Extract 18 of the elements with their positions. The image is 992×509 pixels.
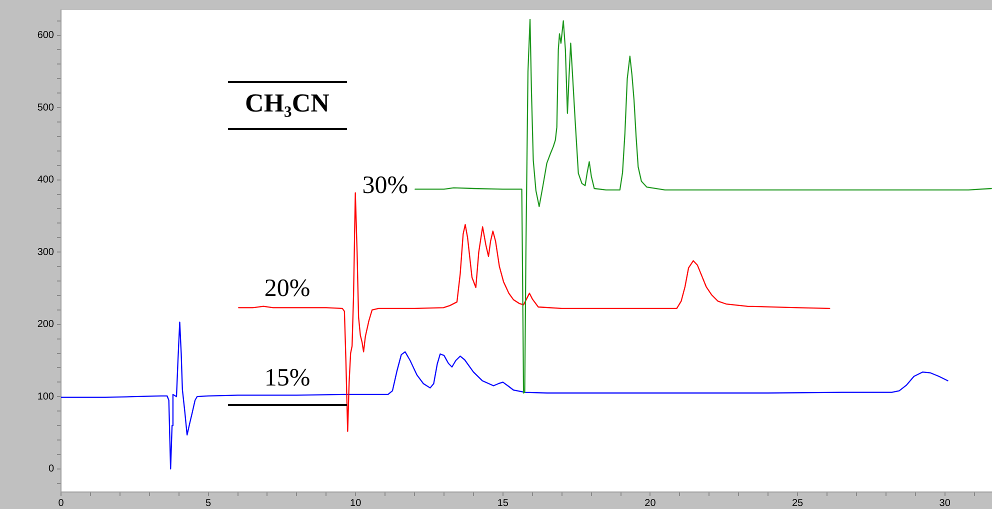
y-tick-label: 400 <box>37 174 54 186</box>
x-tick-label: 30 <box>939 498 951 509</box>
x-tick-label: 5 <box>206 498 212 509</box>
y-tick-label: 500 <box>37 102 54 114</box>
series-label: 20% <box>264 274 310 302</box>
x-tick-label: 15 <box>497 498 509 509</box>
y-tick-label: 300 <box>37 246 54 258</box>
legend-title: CH₃CN <box>245 88 330 118</box>
y-tick-label: 0 <box>48 464 54 475</box>
x-tick-label: 25 <box>792 498 804 509</box>
series-label: 30% <box>362 172 408 199</box>
y-tick-label: 100 <box>37 391 54 402</box>
y-tick-label: 600 <box>37 30 54 42</box>
y-tick-label: 200 <box>37 319 54 330</box>
series-label: 15% <box>264 364 310 392</box>
x-tick-label: 10 <box>350 498 362 509</box>
x-tick-label: 0 <box>58 498 64 509</box>
x-tick-label: 20 <box>644 498 656 509</box>
